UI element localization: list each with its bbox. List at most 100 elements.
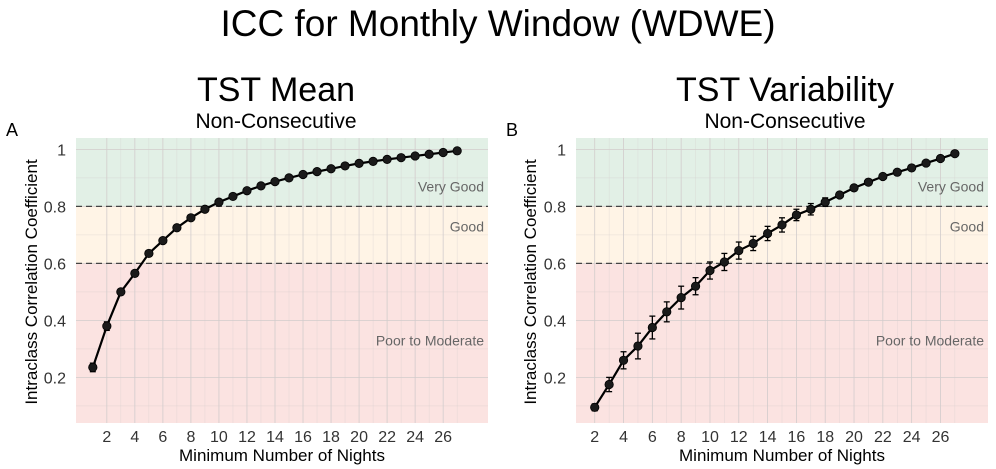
panel-b-x-tick-label: 4 bbox=[619, 429, 628, 446]
panel-a-x-tick-label: 22 bbox=[378, 429, 396, 446]
panel-a-data-point bbox=[354, 158, 364, 168]
panel-a-zone-poor-to-moderate bbox=[76, 263, 488, 423]
panel-b-x-tick-label: 26 bbox=[932, 429, 950, 446]
panel-b-x-tick-label: 2 bbox=[590, 429, 599, 446]
panel-a-data-point bbox=[326, 164, 336, 174]
panel-a-data-point bbox=[284, 173, 294, 183]
panel-b-zone-label: Very Good bbox=[918, 178, 984, 194]
panel-a-title: TST Mean bbox=[197, 71, 355, 109]
panel-b-data-point bbox=[921, 158, 931, 168]
panel-a-x-tick-label: 20 bbox=[350, 429, 368, 446]
panel-b-x-tick-label: 10 bbox=[701, 429, 719, 446]
panel-a-x-tick-label: 4 bbox=[130, 429, 139, 446]
panel-a-x-tick-label: 24 bbox=[406, 429, 424, 446]
panel-b-title: TST Variability bbox=[676, 71, 894, 109]
panel-a-data-point bbox=[158, 236, 168, 246]
panel-b-data-point bbox=[748, 238, 758, 249]
figure-title: ICC for Monthly Window (WDWE) bbox=[220, 3, 775, 44]
panel-b-data-point bbox=[734, 245, 744, 256]
panel-b-x-tick-label: 18 bbox=[816, 429, 834, 446]
panel-a-data-point bbox=[312, 167, 322, 177]
panel-b-data-point bbox=[690, 281, 701, 291]
panel-a-x-tick-label: 8 bbox=[186, 429, 195, 446]
panel-a-x-tick-label: 26 bbox=[434, 429, 452, 446]
panel-b: Very Good Good Poor to Moderate B TST Vari… bbox=[506, 71, 988, 465]
panel-a-x-tick-label: 16 bbox=[294, 429, 312, 446]
panel-b-zone-label: Good bbox=[950, 218, 984, 234]
panel-a-data-point bbox=[116, 287, 126, 297]
panel-b-data-point bbox=[907, 163, 917, 173]
panel-a-data-point bbox=[186, 213, 196, 223]
panel-b-data-point bbox=[647, 322, 657, 333]
panel-b-y-tick-label: 0.8 bbox=[544, 199, 566, 216]
panel-a-x-tick-label: 2 bbox=[102, 429, 111, 446]
panel-a-data-point bbox=[214, 197, 224, 207]
panel-b-data-point bbox=[820, 197, 830, 207]
panel-b-data-point bbox=[878, 171, 888, 182]
panel-a-data-point bbox=[396, 153, 406, 163]
panel-a-x-axis-label: Minimum Number of Nights bbox=[179, 446, 385, 465]
panel-a-data-point bbox=[438, 147, 448, 158]
panel-b-x-tick-label: 14 bbox=[759, 429, 777, 446]
panel-b-data-point bbox=[618, 355, 629, 365]
panel-a-y-tick-label: 0.4 bbox=[44, 313, 66, 330]
panel-b-x-tick-label: 16 bbox=[788, 429, 806, 446]
panel-a-data-point bbox=[130, 268, 140, 278]
panel-b-data-point bbox=[590, 402, 600, 412]
panel-b-data-point bbox=[705, 265, 715, 276]
panel-b-zone-label: Poor to Moderate bbox=[876, 332, 984, 348]
panel-b-x-tick-label: 24 bbox=[903, 429, 921, 446]
panel-b-data-point bbox=[806, 204, 816, 214]
panel-b-subtitle: Non-Consecutive bbox=[704, 110, 865, 133]
panel-b-data-point bbox=[892, 167, 902, 177]
panel-a: Very Good Good Poor to Moderate A TST Mean… bbox=[6, 71, 488, 465]
panel-b-x-tick-label: 22 bbox=[874, 429, 892, 446]
panel-a-y-tick-label: 1 bbox=[57, 142, 66, 159]
panel-a-zone-label: Good bbox=[450, 218, 484, 234]
panel-b-data-point bbox=[950, 149, 960, 159]
panel-b-data-point bbox=[791, 210, 802, 220]
panel-b-y-tick-label: 0.2 bbox=[544, 370, 566, 387]
panel-a-x-tick-label: 12 bbox=[238, 429, 256, 446]
panel-a-y-tick-label: 0.6 bbox=[44, 256, 66, 273]
panel-a-subtitle: Non-Consecutive bbox=[195, 110, 356, 133]
panel-a-data-point bbox=[410, 151, 420, 161]
panel-a-data-point bbox=[242, 186, 252, 196]
panel-b-data-point bbox=[835, 190, 845, 200]
panel-a-plot-area: Very Good Good Poor to Moderate bbox=[76, 138, 488, 423]
panel-a-zone-label: Poor to Moderate bbox=[376, 332, 484, 348]
panel-a-data-point bbox=[382, 154, 392, 164]
panel-a-x-tick-label: 6 bbox=[158, 429, 167, 446]
panel-a-data-point bbox=[368, 156, 378, 166]
panel-b-x-tick-label: 6 bbox=[648, 429, 657, 446]
panel-a-data-point bbox=[172, 223, 182, 233]
panel-a-data-point bbox=[200, 204, 210, 214]
panel-a-data-point bbox=[256, 181, 266, 191]
panel-a-data-point bbox=[144, 248, 154, 259]
panel-b-data-point bbox=[777, 220, 787, 230]
panel-a-zone-very-good bbox=[76, 138, 488, 207]
panel-b-x-tick-label: 20 bbox=[845, 429, 863, 446]
panel-b-y-tick-label: 0.6 bbox=[544, 256, 566, 273]
panel-a-x-tick-label: 14 bbox=[266, 429, 284, 446]
panel-a-zone-label: Very Good bbox=[418, 178, 484, 194]
panel-a-label: A bbox=[6, 120, 18, 140]
panel-a-x-tick-label: 18 bbox=[322, 429, 340, 446]
panel-b-x-tick-label: 12 bbox=[730, 429, 748, 446]
panel-b-plot-area: Very Good Good Poor to Moderate bbox=[576, 138, 988, 423]
panel-a-data-point bbox=[340, 161, 350, 171]
panel-b-y-tick-label: 1 bbox=[557, 142, 566, 159]
panel-b-data-point bbox=[863, 177, 874, 187]
panel-b-y-axis-label: Intraclass Correlation Coefficient bbox=[521, 159, 540, 405]
panel-b-data-point bbox=[719, 257, 729, 267]
panel-b-x-tick-label: 8 bbox=[677, 429, 686, 446]
panel-a-y-tick-label: 0.2 bbox=[44, 370, 66, 387]
panel-b-data-point bbox=[762, 228, 773, 239]
panel-a-data-point bbox=[298, 169, 308, 180]
panel-b-data-point bbox=[935, 153, 946, 164]
panel-a-data-point bbox=[102, 321, 112, 331]
panel-b-label: B bbox=[506, 120, 518, 140]
panel-a-data-point bbox=[452, 146, 462, 156]
panel-b-data-point bbox=[849, 183, 859, 193]
